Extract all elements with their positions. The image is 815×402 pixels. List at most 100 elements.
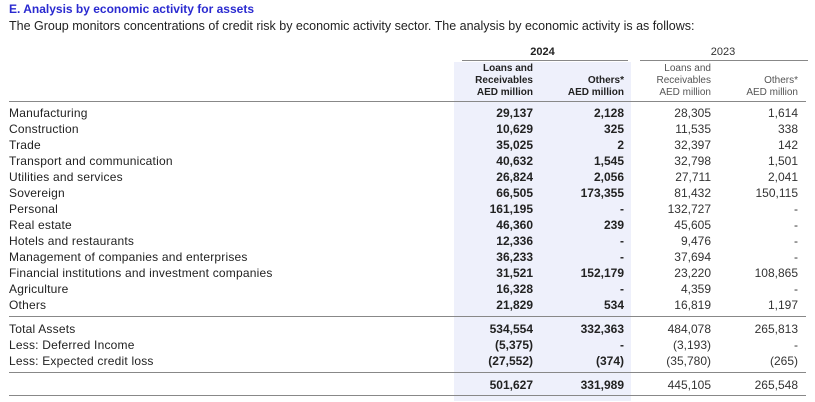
cell-2024-loans: (5,375) <box>494 338 533 352</box>
col-header-line: Others* <box>764 75 798 86</box>
col-header-line: AED million <box>567 87 624 98</box>
cell-2023-others: - <box>794 338 798 352</box>
cell-2024-others: (374) <box>595 354 624 368</box>
cell-2024-others: 2,056 <box>593 170 624 184</box>
table-row: Hotels and restaurants 12,336 - 9,476 - <box>0 233 815 249</box>
cell-2023-loans: 445,105 <box>667 378 711 392</box>
current-year-shading <box>454 62 631 401</box>
cell-2024-loans: 36,233 <box>496 250 533 264</box>
year-2024-header: 2024 <box>530 46 555 58</box>
cell-2023-loans: 9,476 <box>680 234 711 248</box>
row-label: Utilities and services <box>9 170 123 184</box>
table-row: Transport and communication 40,632 1,545… <box>0 153 815 169</box>
row-label: Hotels and restaurants <box>9 234 135 248</box>
cell-2024-loans: 161,195 <box>489 202 533 216</box>
row-label: Agriculture <box>9 282 69 296</box>
year-2024-underline <box>462 60 628 61</box>
cell-2024-loans: 46,360 <box>496 218 533 232</box>
cell-2023-loans: 16,819 <box>674 298 711 312</box>
row-label: Total Assets <box>9 322 76 336</box>
cell-2024-loans: 501,627 <box>489 378 533 392</box>
table-row: Others 21,829 534 16,819 1,197 <box>0 297 815 313</box>
cell-2024-loans: 40,632 <box>496 154 533 168</box>
col-header-2024-others: Others* AED million <box>535 75 624 99</box>
cell-2023-others: 2,041 <box>767 170 798 184</box>
cell-2024-loans: 29,137 <box>496 106 533 120</box>
cell-2023-loans: (3,193) <box>672 338 711 352</box>
col-header-2023-loans: Loans and Receivables AED million <box>632 63 711 99</box>
cell-2024-others: 331,989 <box>580 378 624 392</box>
cell-2024-loans: 12,336 <box>496 234 533 248</box>
table-row: Management of companies and enterprises … <box>0 249 815 265</box>
cell-2024-loans: 16,328 <box>496 282 533 296</box>
table-row: Manufacturing 29,137 2,128 28,305 1,614 <box>0 105 815 121</box>
col-header-line: Loans and <box>664 63 711 74</box>
cell-2023-others: - <box>794 282 798 296</box>
cell-2023-others: 108,865 <box>754 266 798 280</box>
cell-2024-others: - <box>620 250 624 264</box>
row-label: Real estate <box>9 218 72 232</box>
cell-2024-others: - <box>620 202 624 216</box>
cell-2023-others: 1,614 <box>767 106 798 120</box>
net-total-row: 501,627 331,989 445,105 265,548 <box>0 377 815 393</box>
cell-2024-others: 1,545 <box>593 154 624 168</box>
cell-2023-others: 1,197 <box>767 298 798 312</box>
subtotal-divider <box>9 316 806 317</box>
cell-2024-loans: 21,829 <box>496 298 533 312</box>
row-label: Management of companies and enterprises <box>9 250 248 264</box>
total-row: Total Assets 534,554 332,363 484,078 265… <box>0 321 815 337</box>
cell-2024-loans: (27,552) <box>488 354 533 368</box>
col-header-line: AED million <box>746 87 798 98</box>
cell-2023-others: 338 <box>777 122 798 136</box>
section-heading: E. Analysis by economic activity for ass… <box>9 2 254 16</box>
row-label: Transport and communication <box>9 154 173 168</box>
table-row: Construction 10,629 325 11,535 338 <box>0 121 815 137</box>
row-label: Less: Expected credit loss <box>9 354 154 368</box>
cell-2024-loans: 534,554 <box>489 322 533 336</box>
table-row: Utilities and services 26,824 2,056 27,7… <box>0 169 815 185</box>
row-label: Financial institutions and investment co… <box>9 266 273 280</box>
cell-2023-loans: 81,432 <box>674 186 711 200</box>
table-row: Personal 161,195 - 132,727 - <box>0 201 815 217</box>
cell-2024-others: - <box>620 234 624 248</box>
cell-2024-others: 2 <box>617 138 624 152</box>
table-row: Sovereign 66,505 173,355 81,432 150,115 <box>0 185 815 201</box>
cell-2024-others: 2,128 <box>593 106 624 120</box>
cell-2023-loans: 28,305 <box>674 106 711 120</box>
col-header-2023-others: Others* AED million <box>712 75 798 99</box>
net-divider <box>9 372 806 373</box>
cell-2023-others: 265,813 <box>754 322 798 336</box>
cell-2023-loans: 484,078 <box>667 322 711 336</box>
row-label: Manufacturing <box>9 106 88 120</box>
col-header-line: Others* <box>587 75 624 86</box>
cell-2024-loans: 35,025 <box>496 138 533 152</box>
col-header-line: AED million <box>659 87 711 98</box>
cell-2024-others: 152,179 <box>580 266 624 280</box>
cell-2023-others: - <box>794 234 798 248</box>
cell-2024-others: 173,355 <box>580 186 624 200</box>
cell-2024-others: - <box>620 282 624 296</box>
col-header-line: Receivables <box>475 75 533 86</box>
section-description: The Group monitors concentrations of cre… <box>9 19 695 33</box>
total-row: Less: Expected credit loss (27,552) (374… <box>0 353 815 369</box>
cell-2024-others: 534 <box>603 298 624 312</box>
cell-2024-others: - <box>620 338 624 352</box>
col-header-line: AED million <box>476 87 533 98</box>
table-row: Agriculture 16,328 - 4,359 - <box>0 281 815 297</box>
cell-2024-others: 332,363 <box>580 322 624 336</box>
cell-2023-others: - <box>794 250 798 264</box>
col-header-2024-loans: Loans and Receivables AED million <box>454 63 533 99</box>
cell-2023-others: 150,115 <box>755 186 799 200</box>
cell-2024-loans: 10,629 <box>496 122 533 136</box>
cell-2023-others: 142 <box>777 138 798 152</box>
year-2023-underline <box>640 60 808 61</box>
cell-2023-loans: 23,220 <box>674 266 711 280</box>
cell-2023-loans: 132,727 <box>667 202 711 216</box>
table-row: Trade 35,025 2 32,397 142 <box>0 137 815 153</box>
cell-2024-others: 239 <box>603 218 624 232</box>
cell-2023-loans: 37,694 <box>674 250 711 264</box>
col-header-line: Receivables <box>656 75 711 86</box>
cell-2023-loans: (35,780) <box>666 354 711 368</box>
cell-2024-loans: 66,505 <box>496 186 533 200</box>
cell-2023-loans: 32,798 <box>674 154 711 168</box>
